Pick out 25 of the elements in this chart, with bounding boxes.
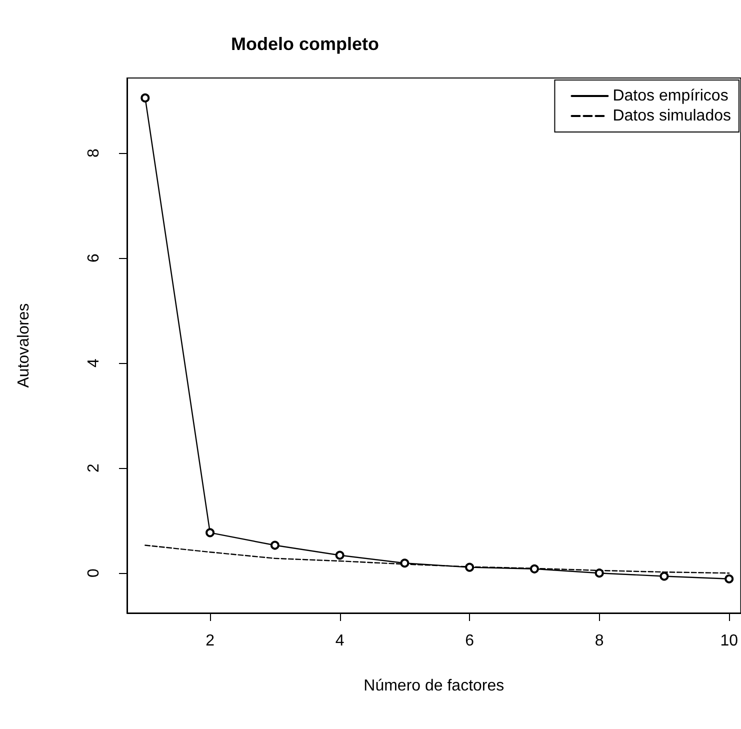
y-tick-label: 8 xyxy=(86,148,102,158)
point xyxy=(140,93,150,102)
y-tick-label: 4 xyxy=(86,358,102,368)
point xyxy=(660,572,669,581)
point xyxy=(724,574,734,584)
point xyxy=(465,562,474,572)
x-tick-label: 4 xyxy=(335,632,344,650)
point xyxy=(335,550,344,560)
y-tick-label: 6 xyxy=(86,254,102,263)
point xyxy=(594,568,604,578)
x-tick-label: 2 xyxy=(206,632,215,650)
point xyxy=(400,558,410,568)
legend-label: Datos simulados xyxy=(612,108,732,124)
chart-title: Modelo completo xyxy=(231,34,380,54)
x-tick-label: 10 xyxy=(720,632,738,650)
x-axis-title: Número de factores xyxy=(364,678,504,694)
point xyxy=(530,564,539,574)
point xyxy=(206,528,215,538)
y-tick-label: 2 xyxy=(86,464,102,473)
legend-label: Datos empíricos xyxy=(612,88,728,104)
y-axis-title: Autovalores xyxy=(16,303,32,388)
y-tick-label: 0 xyxy=(86,568,102,578)
x-tick-label: 8 xyxy=(594,632,604,650)
point xyxy=(270,540,280,550)
x-tick-label: 6 xyxy=(465,632,474,650)
